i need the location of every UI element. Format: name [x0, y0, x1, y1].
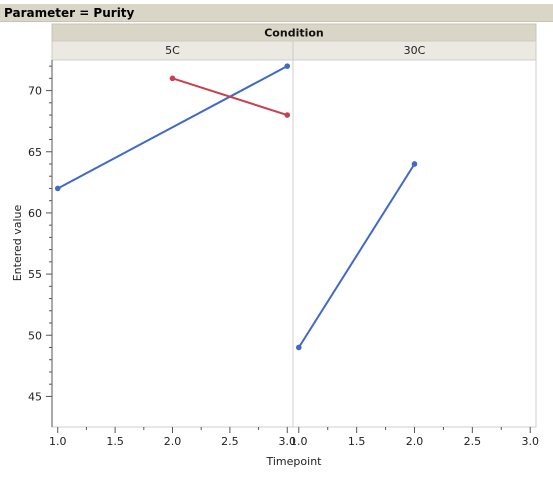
data-point — [54, 185, 61, 192]
data-point — [169, 75, 176, 82]
y-axis-label: Entered value — [11, 204, 24, 281]
data-point — [284, 112, 291, 118]
y-tick-label: 65 — [28, 146, 42, 159]
series-line — [297, 163, 416, 349]
page-title: Parameter = Purity — [0, 4, 553, 22]
x-tick-label: 2.0 — [164, 435, 182, 448]
x-tick-label: 1.0 — [49, 435, 67, 448]
y-tick-label: 45 — [28, 390, 42, 403]
x-tick-label: 2.0 — [406, 435, 424, 448]
data-point — [284, 63, 291, 69]
plot-panel — [292, 59, 537, 428]
x-axis-label: Timepoint — [266, 455, 323, 468]
data-point — [411, 161, 418, 167]
series-line — [57, 65, 288, 190]
x-tick-label: 3.0 — [521, 435, 539, 448]
x-tick-label: 2.5 — [464, 435, 482, 448]
x-tick-label: 1.0 — [290, 435, 308, 448]
panel-header-label: 5C — [165, 44, 180, 57]
data-point — [295, 344, 302, 351]
group-header-label: Condition — [264, 27, 324, 40]
x-tick-label: 3.0 — [279, 435, 297, 448]
plot-panel — [51, 59, 294, 428]
y-tick-label: 55 — [28, 268, 42, 281]
series-line — [172, 77, 288, 117]
x-tick-label: 1.5 — [106, 435, 124, 448]
y-tick-label: 70 — [28, 85, 42, 98]
panel-header-label: 30C — [404, 44, 426, 57]
y-tick-label: 50 — [28, 329, 42, 342]
x-tick-label: 1.5 — [348, 435, 366, 448]
x-tick-label: 2.5 — [221, 435, 239, 448]
y-tick-label: 60 — [28, 207, 42, 220]
